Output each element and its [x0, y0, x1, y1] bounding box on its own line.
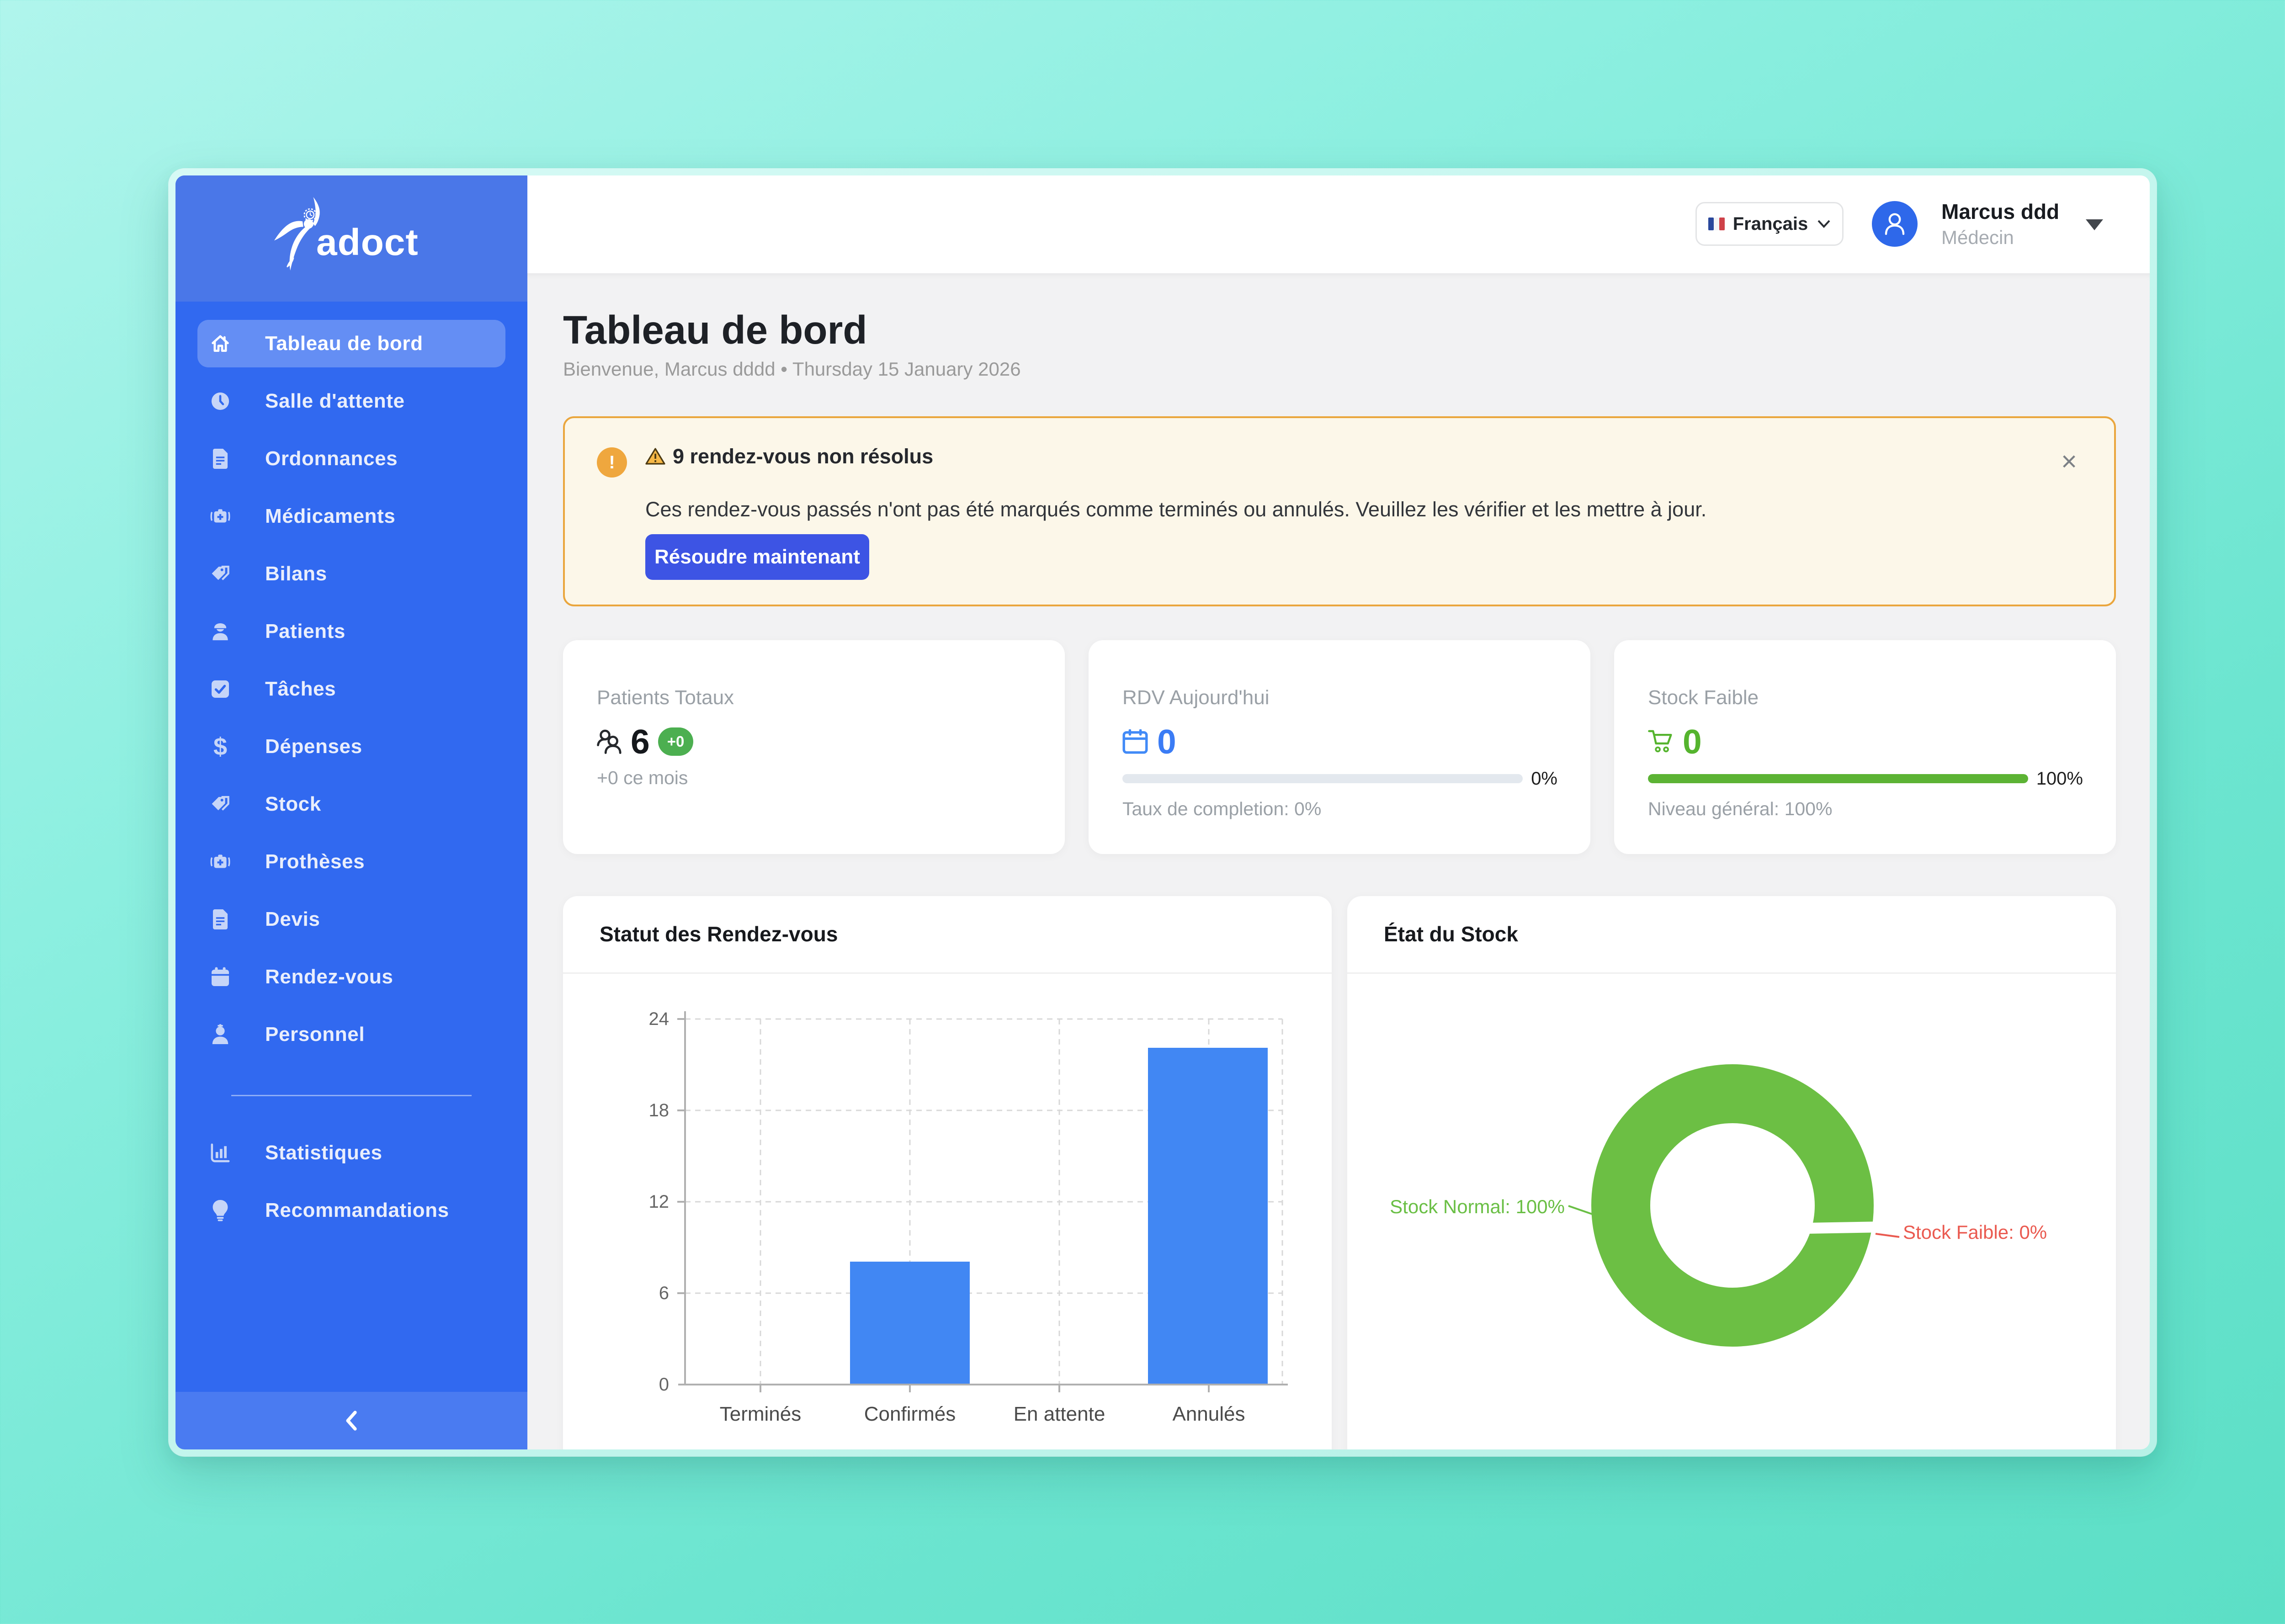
svg-text:6: 6: [659, 1283, 669, 1303]
svg-text:Annulés: Annulés: [1172, 1403, 1245, 1425]
svg-text:Terminés: Terminés: [720, 1403, 802, 1425]
svg-text:0: 0: [659, 1375, 669, 1395]
svg-text:Confirmés: Confirmés: [864, 1403, 956, 1425]
svg-text:Stock Faible: 0%: Stock Faible: 0%: [1903, 1221, 2047, 1243]
svg-text:18: 18: [649, 1100, 670, 1120]
svg-text:En attente: En attente: [1014, 1403, 1105, 1425]
svg-text:24: 24: [649, 1009, 670, 1029]
svg-text:12: 12: [649, 1192, 670, 1212]
svg-text:Stock Normal: 100%: Stock Normal: 100%: [1390, 1196, 1565, 1217]
